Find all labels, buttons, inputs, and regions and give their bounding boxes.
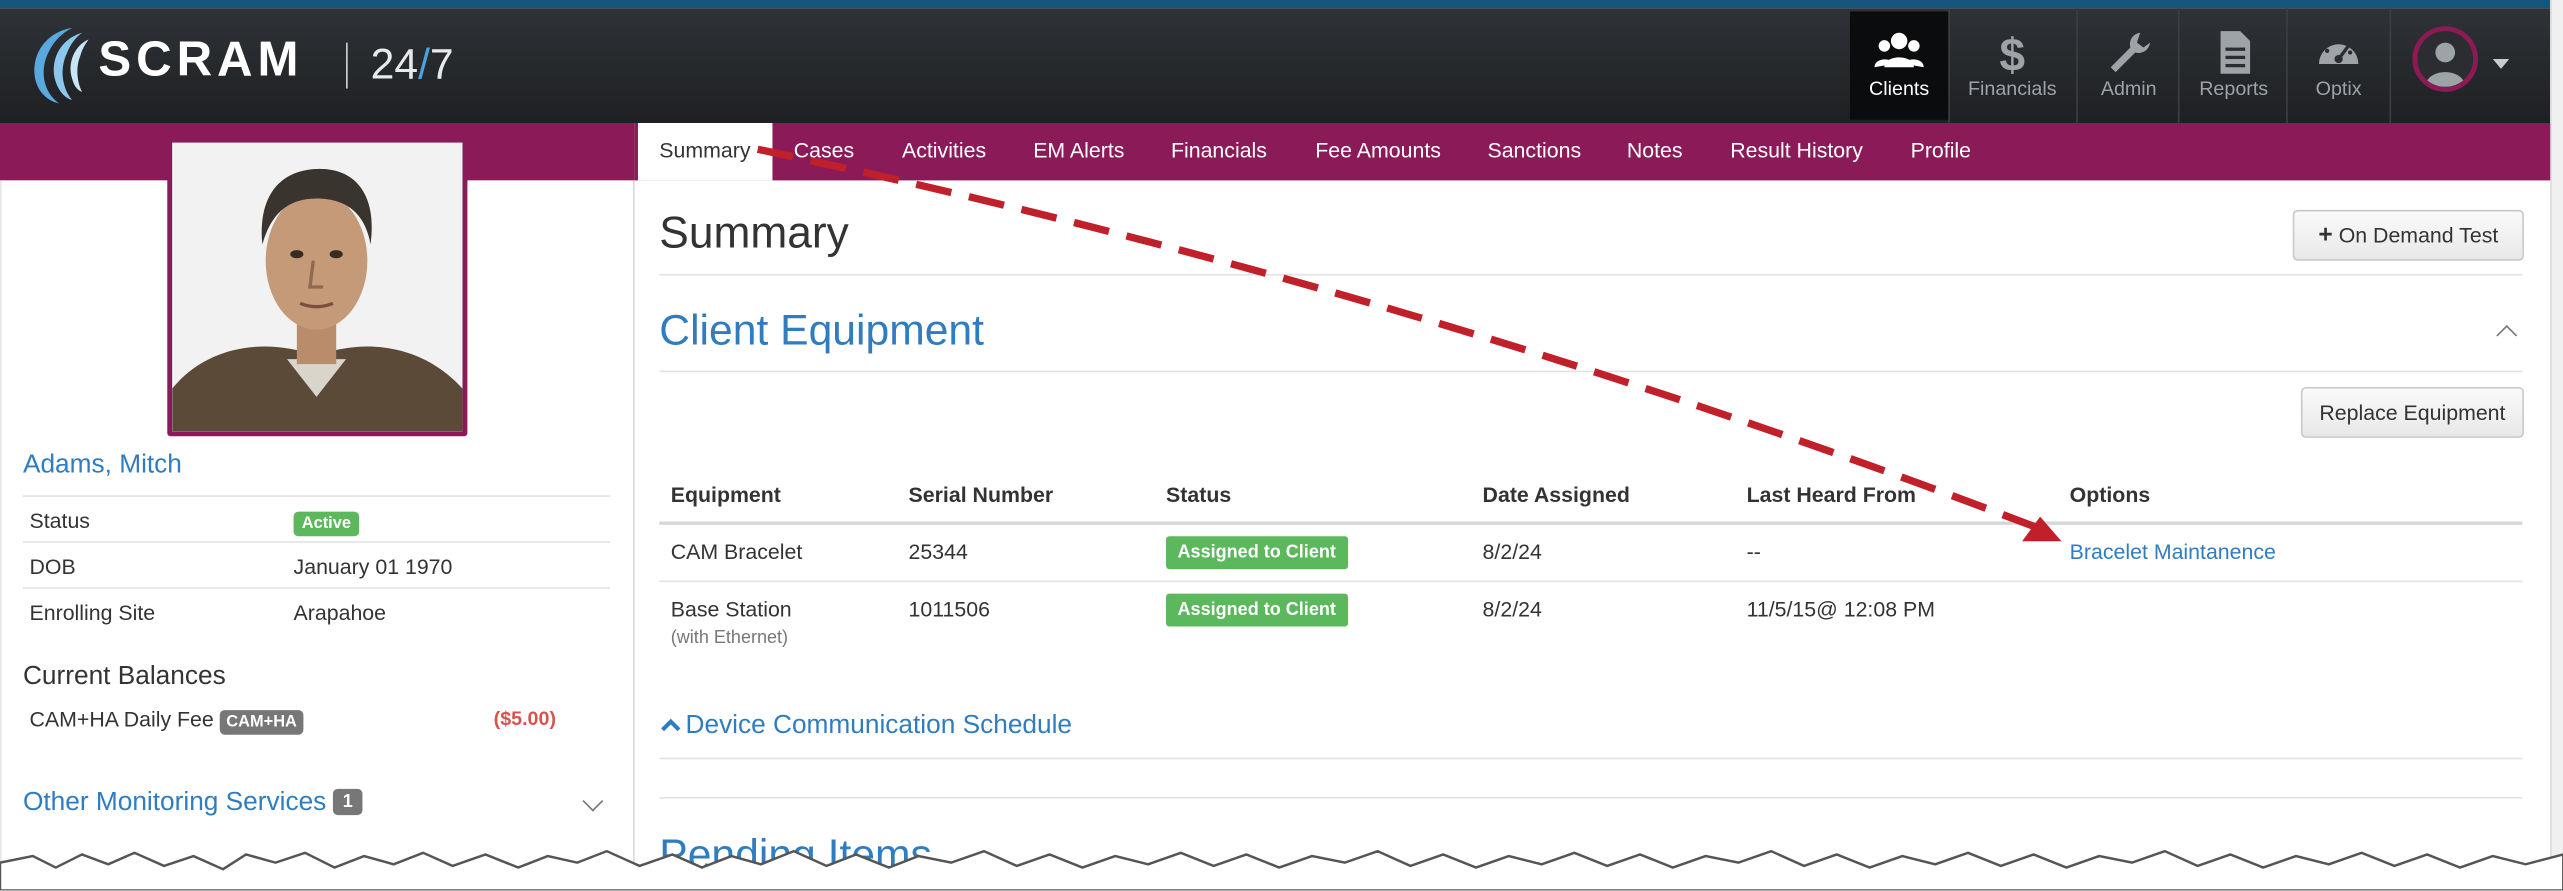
nav-clients[interactable]: Clients [1849,11,1949,120]
tab-result-history[interactable]: Result History [1730,137,1863,163]
dob-value: January 01 1970 [293,554,453,579]
tab-summary[interactable]: Summary [637,123,772,181]
other-monitoring-label: Other Monitoring Services [22,788,327,817]
bracelet-maintenance-link[interactable]: Bracelet Maintanence [2069,539,2276,565]
tab-em-alerts[interactable]: EM Alerts [1033,137,1125,163]
nav-admin[interactable]: Admin [2080,11,2178,119]
client-equipment-heading[interactable]: Client Equipment [659,305,984,355]
divider [659,273,2523,276]
annotation-arrowhead-icon [2022,516,2062,542]
table-cell-status: Assigned to Client [1166,593,1348,627]
table-header-rule [659,521,2523,525]
divider [659,757,2523,760]
device-schedule-label: Device Communication Schedule [685,711,1073,740]
dob-label: DOB [29,554,76,579]
chevron-up-icon[interactable] [2496,324,2518,346]
client-name[interactable]: Adams, Mitch [22,451,182,479]
column-header: Date Assigned [1482,482,1630,507]
count-badge: 1 [332,788,363,816]
table-cell-equipment: Base Station [670,596,792,622]
table-row-divider [659,580,2523,583]
column-header: Equipment [670,482,781,507]
column-header: Status [1166,482,1232,507]
status-badge: Active [293,511,360,537]
dashboard-gauge-icon [2318,38,2359,64]
nav-label: Clients [1869,77,1930,101]
svg-text:$: $ [2000,29,2026,78]
table-cell-status: Assigned to Client [1166,536,1348,570]
plus-icon: + [2318,221,2333,250]
balance-item: CAM+HA Daily Fee CAM+HA [29,706,304,735]
nav-optix[interactable]: Optix [2289,11,2387,119]
nav-label: Financials [1967,77,2057,101]
nav-divider [1948,8,1950,124]
nav-financials[interactable]: $ Financials [1963,11,2061,119]
nav-label: Reports [2199,77,2269,101]
tab-financials[interactable]: Financials [1170,137,1267,163]
tab-activities[interactable]: Activities [902,137,987,163]
nav-divider [2177,8,2180,124]
table-cell-date: 8/2/24 [1482,539,1542,565]
divider [22,541,611,543]
divider [659,370,2523,373]
divider [22,587,611,589]
divider [22,495,611,497]
nav-reports[interactable]: Reports [2184,11,2282,119]
client-photo [167,137,468,437]
tab-fee-amounts[interactable]: Fee Amounts [1315,137,1441,163]
status-label: Status [29,508,90,533]
tab-cases[interactable]: Cases [793,137,855,163]
nav-divider [2389,8,2392,124]
assigned-badge: Assigned to Client [1166,536,1348,570]
table-cell-serial: 1011506 [908,596,990,622]
chevron-up-icon [661,718,681,732]
table-cell-last-heard: 11/5/15@ 12:08 PM [1746,596,1935,622]
on-demand-test-button[interactable]: + On Demand Test [2292,209,2524,261]
logo-247: 24/7 [370,39,454,89]
table-cell-equipment-sub: (with Ethernet) [670,628,789,648]
divider [659,797,2523,799]
client-portrait-image [172,142,463,432]
nav-divider [2076,8,2078,124]
column-header: Options [2069,482,2151,507]
other-monitoring-services[interactable]: Other Monitoring Services 1 [22,788,363,819]
status-value: Active [293,507,360,537]
users-icon [1874,32,1924,68]
tab-sanctions[interactable]: Sanctions [1487,137,1582,163]
table-cell-equipment: CAM Bracelet [670,539,803,565]
replace-equipment-button[interactable]: Replace Equipment [2300,387,2524,438]
scrollbar[interactable] [2550,0,2563,891]
balance-label: CAM+HA Daily Fee [29,706,214,732]
pending-items-heading[interactable]: Pending Items [659,829,932,880]
current-balances-heading: Current Balances [22,662,226,691]
document-icon [2220,31,2251,74]
table-cell-serial: 25344 [908,539,968,565]
table-cell-date: 8/2/24 [1482,596,1542,622]
nav-divider [2286,8,2288,124]
device-communication-schedule-toggle[interactable]: Device Communication Schedule [659,712,1072,742]
user-avatar-icon[interactable] [2412,26,2479,92]
column-header: Serial Number [908,482,1054,507]
user-silhouette-icon [2425,42,2465,87]
nav-label: Optix [2315,77,2362,101]
enrolling-site-value: Arapahoe [293,600,387,625]
tab-profile[interactable]: Profile [1910,137,1972,163]
balance-tag: CAM+HA [219,710,304,735]
wrench-icon [2110,32,2151,73]
on-demand-test-label: On Demand Test [2338,223,2499,248]
logo-divider [346,42,348,89]
logo-wordmark: SCRAM [98,32,304,87]
user-menu-caret-icon[interactable] [2492,59,2510,69]
page-title: Summary [659,208,849,258]
balance-amount: ($5.00) [493,706,557,730]
dollar-icon: $ [2000,29,2026,78]
table-cell-last-heard: -- [1746,539,1761,565]
column-header: Last Heard From [1746,482,1917,507]
scram-logo-icon [34,27,89,104]
tab-notes[interactable]: Notes [1626,137,1683,163]
assigned-badge: Assigned to Client [1166,593,1348,627]
enrolling-site-label: Enrolling Site [29,600,156,625]
nav-label: Admin [2100,77,2157,101]
